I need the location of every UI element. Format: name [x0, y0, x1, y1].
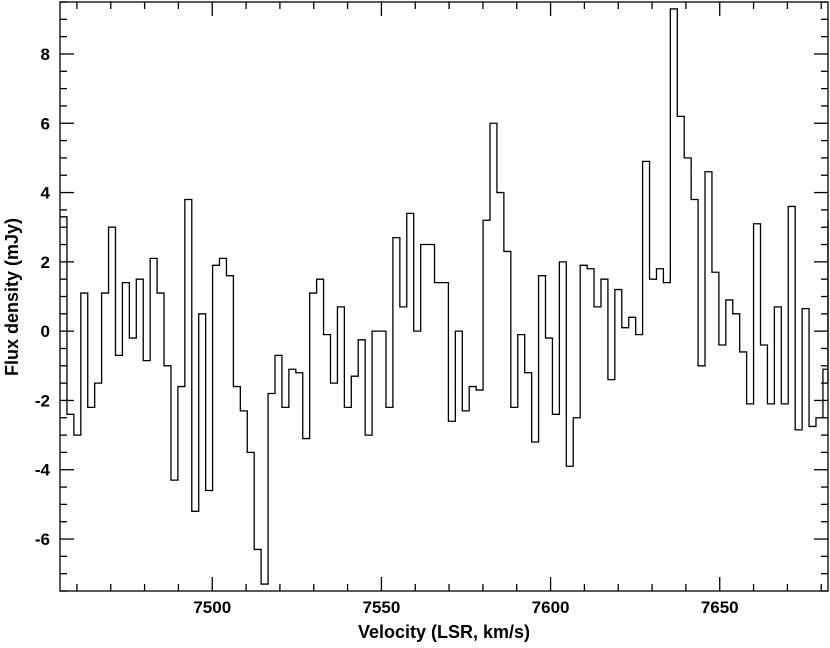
y-axis-title: Flux density (mJy)	[2, 218, 22, 376]
y-tick-label: -6	[35, 530, 50, 549]
x-axis-title: Velocity (LSR, km/s)	[358, 622, 530, 642]
spectrum-step-line	[60, 8, 829, 585]
y-tick-label: 6	[41, 114, 50, 133]
x-tick-label: 7600	[532, 598, 570, 617]
plot-frame	[59, 1, 829, 592]
x-tick-label: 7650	[701, 598, 739, 617]
y-tick-label: 4	[41, 184, 51, 203]
y-tick-label: 2	[41, 253, 50, 272]
x-tick-label: 7550	[362, 598, 400, 617]
y-tick-label: 0	[41, 322, 50, 341]
x-tick-label: 7500	[193, 598, 231, 617]
tick-marks	[60, 1, 828, 592]
y-tick-label: 8	[41, 45, 50, 64]
tick-labels: 7500 7550 7600 7650 -6 -4 -2 0 2 4 6 8	[35, 45, 739, 617]
y-tick-label: -4	[35, 461, 51, 480]
y-tick-label: -2	[35, 391, 50, 410]
